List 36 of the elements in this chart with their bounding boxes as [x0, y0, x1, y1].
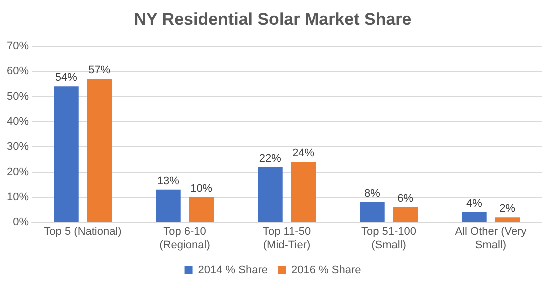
data-label: 24% [292, 148, 315, 160]
x-tick-label: Top 5 (National) [44, 226, 122, 238]
data-label: 10% [190, 182, 213, 195]
x-tick-label: Top 11-50 (Mid-Tier) [262, 226, 312, 252]
bar [360, 202, 385, 222]
y-tick-label: 30% [6, 141, 30, 154]
y-tick-label: 70% [6, 40, 30, 52]
x-tick-label: Top 51-100 (Small) [361, 226, 417, 252]
bar [495, 218, 520, 222]
bar [291, 162, 316, 222]
data-label: 8% [364, 188, 381, 200]
bar [54, 86, 79, 222]
data-label: 2% [500, 203, 516, 216]
y-tick-label: 50% [6, 90, 30, 103]
data-label: 57% [88, 64, 111, 77]
data-label: 4% [466, 198, 483, 210]
data-label: 22% [259, 152, 282, 165]
bar [462, 212, 487, 222]
y-tick-label: 0% [13, 216, 30, 229]
data-label: 6% [398, 193, 414, 206]
y-tick-label: 40% [6, 116, 30, 128]
bar [393, 207, 418, 222]
bar [87, 79, 112, 222]
legend-label: 2014 % Share [198, 264, 268, 277]
bar [156, 190, 181, 222]
bar [189, 197, 214, 222]
legend-label: 2016 % Share [292, 264, 362, 277]
x-tick-label: Top 6-10 (Regional) [160, 226, 210, 252]
y-tick-label: 60% [6, 66, 30, 78]
y-tick-label: 10% [6, 191, 30, 204]
y-tick-label: 20% [6, 166, 30, 178]
x-tick-label: All Other (Very Small) [455, 226, 528, 252]
chart-title: NY Residential Solar Market Share [134, 10, 412, 29]
data-label: 54% [55, 72, 78, 84]
data-label: 13% [157, 175, 180, 188]
bar [258, 167, 283, 222]
